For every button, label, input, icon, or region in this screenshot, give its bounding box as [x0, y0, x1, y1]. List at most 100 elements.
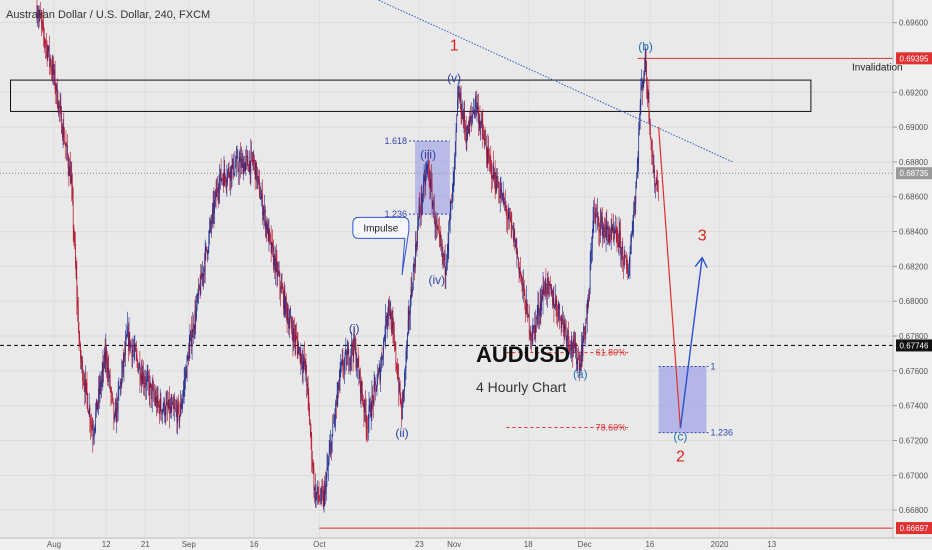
candle-body [638, 130, 640, 160]
candle-body [467, 125, 469, 134]
candle-body [224, 168, 226, 176]
candle-body [254, 159, 255, 161]
candle-body [589, 291, 590, 299]
candle-body [97, 403, 99, 410]
candle-body [528, 314, 530, 334]
candle-body [262, 214, 264, 216]
candle-body [370, 403, 371, 417]
candle-body [438, 229, 439, 231]
candle-body [68, 167, 70, 176]
candle-body [356, 367, 358, 369]
candle-body [44, 39, 46, 44]
invalidation-label: Invalidation [852, 62, 903, 73]
candle-body [307, 383, 308, 387]
candle-body [649, 123, 651, 139]
candle-body [201, 272, 202, 280]
candle-body [206, 250, 208, 255]
price-label: 0.69395 [900, 54, 929, 63]
candle-body [48, 46, 49, 52]
candle-body [570, 349, 571, 351]
candle-body [59, 102, 60, 108]
candle-body [162, 410, 163, 415]
candle-body [281, 285, 283, 289]
candle-body [629, 251, 631, 264]
candle-body [365, 413, 367, 428]
candle-body [289, 318, 291, 324]
candle-body [202, 273, 204, 277]
candle-body [75, 243, 76, 264]
y-axis-panel[interactable] [893, 0, 932, 538]
candle-body [614, 231, 616, 234]
candle-body [412, 289, 413, 293]
candle-body [125, 342, 126, 356]
candle-body [532, 327, 534, 342]
candle-body [422, 196, 424, 204]
candle-body [267, 223, 268, 233]
candle-body [502, 193, 503, 200]
candle-body [431, 178, 432, 186]
candle-body [234, 166, 236, 174]
candle-body [636, 163, 638, 178]
candle-body [98, 388, 99, 404]
candle-body [125, 337, 127, 343]
candle-body [263, 212, 265, 215]
candle-body [602, 228, 604, 237]
candle-body [158, 403, 160, 405]
candle-body [167, 401, 168, 407]
candle-body [448, 222, 450, 244]
x-tick-label: Sep [182, 540, 197, 549]
candle-body [583, 326, 584, 342]
candle-body [634, 203, 636, 204]
candle-body [156, 397, 157, 408]
candle-body [164, 400, 165, 417]
candle-body [637, 159, 639, 164]
candle-body [346, 351, 347, 366]
candle-body [180, 403, 181, 416]
candle-body [36, 5, 38, 19]
candle-body [363, 404, 365, 412]
candle-body [507, 218, 508, 219]
candle-body [586, 309, 588, 321]
candle-body [258, 176, 260, 180]
candle-body [253, 159, 255, 163]
x-tick-label: Dec [578, 540, 592, 549]
candle-body [194, 310, 196, 329]
candle-body [417, 219, 419, 226]
candle-body [199, 285, 200, 288]
candle-body [108, 368, 110, 378]
candle-body [643, 76, 645, 81]
candle-body [343, 369, 344, 371]
candle-body [193, 328, 195, 333]
candle-body [337, 382, 339, 396]
candle-body [506, 210, 508, 219]
candle-body [552, 298, 554, 305]
candle-body [556, 305, 558, 315]
candle-body [609, 236, 611, 243]
candle-body [37, 17, 39, 19]
candle-body [452, 185, 453, 204]
candle-body [647, 85, 648, 99]
candles[interactable] [36, 0, 659, 513]
candle-body [457, 95, 459, 100]
candle-body [490, 160, 492, 164]
x-axis-panel[interactable] [0, 538, 932, 550]
candle-body [322, 492, 323, 494]
candle-body [628, 263, 630, 274]
candle-body [243, 163, 244, 175]
candle-body [492, 164, 494, 179]
candle-body [262, 193, 263, 216]
candle-body [271, 242, 273, 252]
candle-body [555, 299, 557, 306]
candle-body [154, 397, 156, 403]
candle-body [607, 226, 608, 230]
candle-body [342, 360, 344, 370]
candle-body [291, 317, 292, 327]
candle-body [389, 311, 391, 319]
candle-body [209, 221, 211, 229]
wave-label: (iii) [420, 147, 436, 161]
candle-body [175, 408, 176, 409]
candle-body [367, 427, 368, 429]
candle-body [144, 383, 146, 385]
candle-body [350, 356, 352, 357]
